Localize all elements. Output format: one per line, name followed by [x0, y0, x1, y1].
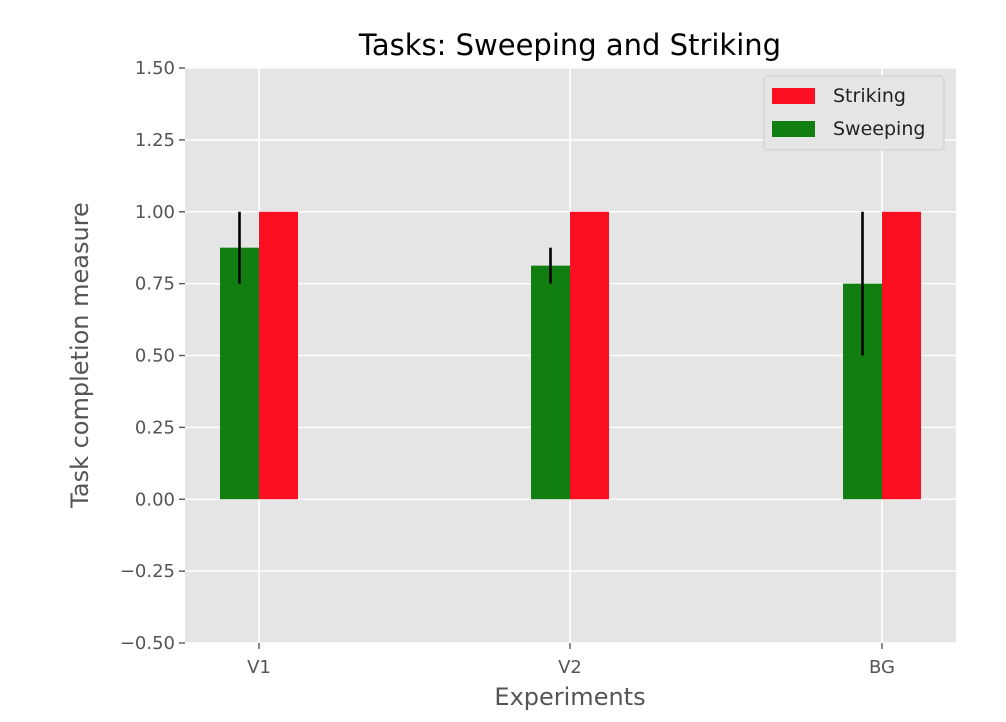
- legend: Striking Sweeping: [763, 75, 945, 151]
- x-axis-label: Experiments: [494, 683, 645, 711]
- legend-label-striking: Striking: [833, 85, 906, 107]
- y-tick-label: −0.25: [120, 561, 175, 582]
- y-tick-label: 0.25: [135, 417, 175, 438]
- legend-swatch-striking: [772, 88, 815, 104]
- bar-sweeping: [220, 247, 259, 500]
- bar-striking: [259, 211, 298, 500]
- y-tick-label: −0.50: [120, 633, 175, 654]
- y-tick-label: 1.25: [135, 130, 175, 151]
- legend-swatch-sweeping: [772, 121, 815, 137]
- x-tick-label: V2: [558, 657, 582, 678]
- legend-label-sweeping: Sweeping: [833, 118, 925, 140]
- bar-striking: [570, 211, 609, 500]
- y-tick-label: 1.50: [135, 58, 175, 79]
- bar-sweeping: [531, 265, 570, 500]
- bars-layer: [220, 211, 921, 500]
- y-tick-label: 0.00: [135, 489, 175, 510]
- ticks-layer: −0.50 −0.25 0.00 0.25 0.50 0.75 1.00 1.25 1.50 V1…: [120, 58, 895, 678]
- errorbar-layer: [238, 211, 864, 356]
- x-tick-label: V1: [247, 657, 271, 678]
- y-tick-label: 0.75: [135, 274, 175, 295]
- y-tick-label: 0.50: [135, 346, 175, 367]
- x-tick-label: BG: [869, 657, 895, 678]
- y-axis-label: Task completion measure: [66, 202, 94, 509]
- y-tick-label: 1.00: [135, 202, 175, 223]
- chart-title: Tasks: Sweeping and Striking: [358, 28, 781, 62]
- bar-striking: [882, 211, 921, 500]
